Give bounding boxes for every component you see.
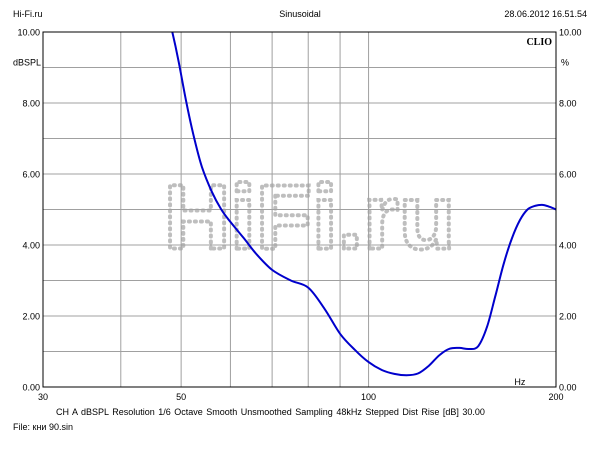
y-tick-label-right: 6.00 xyxy=(559,170,577,180)
header-left-title: Hi-Fi.ru xyxy=(13,9,43,19)
clio-brand-logo: CLIO xyxy=(526,37,552,48)
y-tick-label-left: 10.00 xyxy=(17,28,40,38)
watermark-text: HiFi.ru xyxy=(164,167,455,269)
watermark-logo: HiFi.ru xyxy=(162,165,457,271)
x-tick-label: 200 xyxy=(548,392,563,402)
plot-frame xyxy=(42,31,557,388)
series-line xyxy=(171,31,557,377)
header-timestamp: 28.06.2012 16.51.54 xyxy=(504,9,587,19)
y-tick-label-left: 4.00 xyxy=(22,241,40,251)
y-tick-label-right: 4.00 xyxy=(559,241,577,251)
x-tick-label: 100 xyxy=(361,392,376,402)
y-tick-label-right: 2.00 xyxy=(559,312,577,322)
axis-labels: 0.00 0.00 2.00 2.00 4.00 4.00 6.00 6.00 8.00 8.00… xyxy=(13,28,582,403)
x-tick-label: 50 xyxy=(176,392,186,402)
x-tick-label: 30 xyxy=(38,392,48,402)
y-tick-label-right: 10.00 xyxy=(559,28,582,38)
file-name: File: кни 90.sin xyxy=(13,422,73,432)
y-tick-label-left: 2.00 xyxy=(22,312,40,322)
header-center-title: Sinusoidal xyxy=(279,9,321,19)
y-axis-label-right: % xyxy=(561,58,569,68)
y-tick-label-right: 8.00 xyxy=(559,99,577,109)
y-tick-label-right: 0.00 xyxy=(559,383,577,393)
y-axis-label-left: dBSPL xyxy=(13,58,41,68)
y-tick-label-left: 6.00 xyxy=(22,170,40,180)
measurement-settings: CH A dBSPL Resolution 1/6 Octave Smooth … xyxy=(56,407,485,417)
x-axis-unit-label: Hz xyxy=(514,377,525,387)
y-tick-label-left: 8.00 xyxy=(22,99,40,109)
y-tick-label-left: 0.00 xyxy=(22,383,40,393)
